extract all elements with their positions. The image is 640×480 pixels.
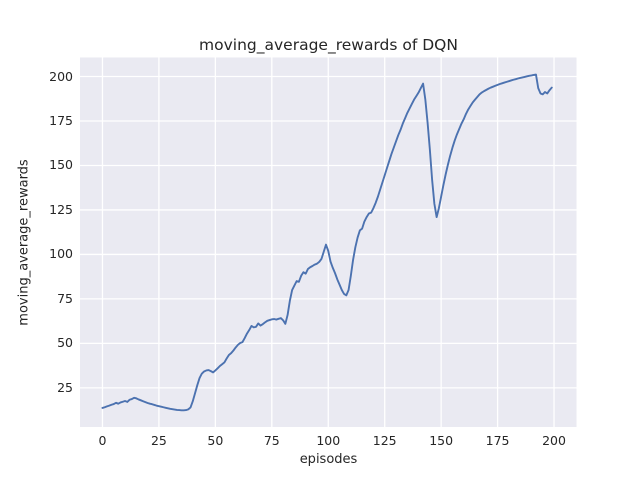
y-tick-label: 175 [49, 113, 73, 128]
x-tick-label: 150 [429, 433, 454, 448]
x-tick-label: 100 [316, 433, 341, 448]
y-tick-label: 25 [57, 379, 73, 395]
y-tick-label: 200 [49, 68, 73, 84]
y-tick-label: 150 [49, 157, 73, 173]
x-tick-label: 175 [485, 433, 510, 448]
y-tick-label: 100 [49, 246, 73, 262]
x-tick-label: 25 [150, 433, 167, 448]
x-axis-label: episodes [299, 452, 358, 467]
y-tick-label: 125 [49, 201, 73, 217]
y-tick-label: 50 [57, 335, 73, 351]
y-tick-label: 75 [57, 290, 73, 306]
x-tick-label: 50 [207, 433, 224, 448]
reward-line-series [101, 73, 553, 412]
x-tick-label: 75 [263, 433, 280, 448]
x-tick-label: 0 [98, 433, 107, 448]
x-tick-label: 200 [542, 433, 566, 448]
x-tick-label: 125 [372, 433, 397, 448]
chart-title: moving_average_rewards of DQN [199, 36, 458, 54]
